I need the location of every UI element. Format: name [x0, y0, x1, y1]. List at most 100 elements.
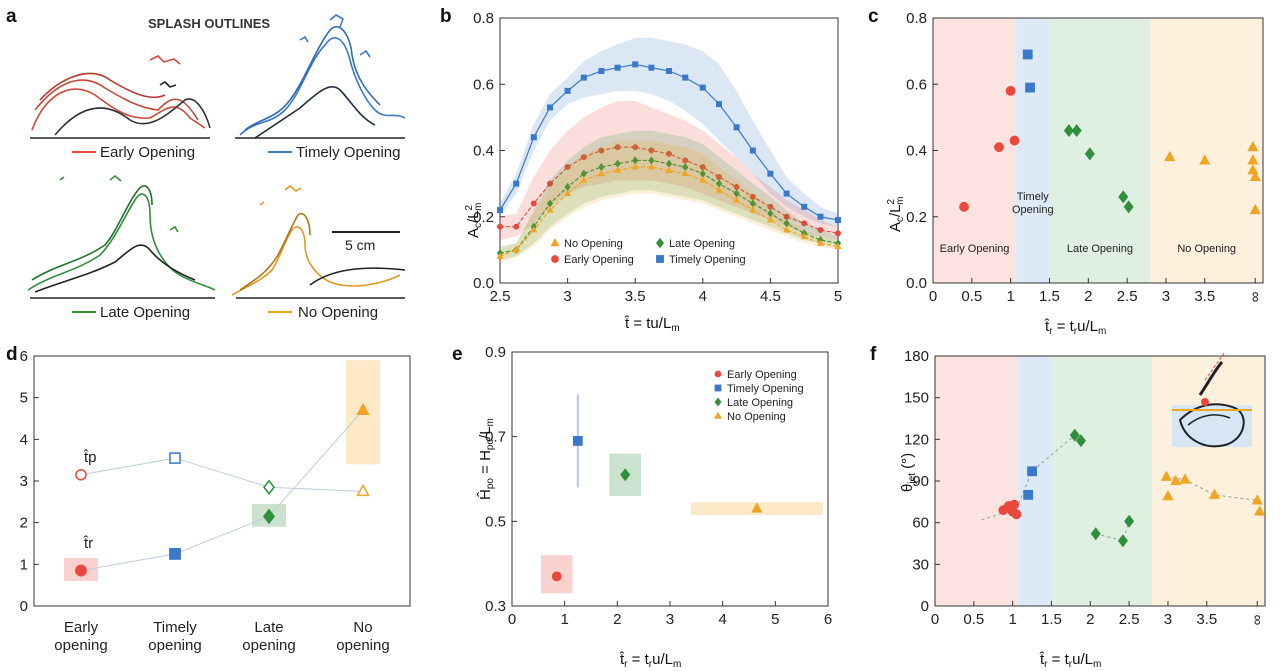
panel-d-label: d — [6, 344, 18, 365]
point-timely — [817, 213, 824, 220]
panel-e-xtick-label: 6 — [824, 611, 832, 628]
panel-e-ytick-label: 0.9 — [485, 344, 506, 361]
point-timely — [530, 134, 537, 141]
point-none — [496, 252, 504, 259]
panel-b-xtick-label: 3.5 — [625, 288, 646, 305]
point-none — [1199, 154, 1211, 165]
panel-b-xlabel: t̂ = tu/Lm — [624, 315, 680, 334]
point-early — [564, 164, 571, 171]
panel-d: d 0123456t̂pt̂rEarlyopeningTimelyopening… — [6, 344, 411, 654]
panel-a-label: a — [6, 6, 17, 27]
point-early — [513, 223, 520, 230]
point-early — [835, 230, 842, 237]
panel-c-xlabel: t̂r = tru/Lm — [1044, 318, 1106, 337]
panel-e-xtick-label: 3 — [666, 611, 674, 628]
panel-b-xtick-label: 2.5 — [490, 288, 511, 305]
category-label: Late — [254, 619, 283, 636]
point-timely — [801, 203, 808, 210]
point-none — [1208, 488, 1221, 499]
timely-opening-outline — [235, 14, 406, 139]
point-none — [564, 189, 572, 197]
point-none — [699, 176, 707, 183]
panel-f-xtick-label: 0 — [931, 611, 939, 628]
point-none — [749, 206, 757, 213]
panel-f-xlabel: t̂r = tru/Lm — [1039, 651, 1101, 670]
panel-d-plot: 0123456t̂pt̂rEarlyopeningTimelyopeningLa… — [20, 348, 411, 654]
panel-f-xtick-label: 3.5 — [1196, 611, 1217, 628]
panel-d-ytick-label: 0 — [20, 598, 28, 615]
panel-f-xtick-label: 2.5 — [1119, 611, 1140, 628]
tr-point-none — [356, 402, 370, 415]
band-timely — [500, 37, 838, 227]
panel-e-xtick-label: 5 — [771, 611, 779, 628]
point-none — [800, 232, 808, 240]
tp-connector — [80, 457, 364, 492]
legend-label-timely: Timely Opening — [727, 383, 804, 395]
tp-point-none — [356, 483, 370, 497]
panel-b-xtick-label: 5 — [834, 288, 842, 305]
point-timely — [547, 104, 554, 111]
tp-point-late — [263, 479, 275, 495]
panel-b-ytick-label: 0.4 — [473, 143, 494, 160]
panel-f-ytick-label: 150 — [904, 390, 929, 407]
point-timely — [1027, 466, 1037, 477]
tp-point-early — [75, 469, 87, 481]
point-none — [1179, 473, 1191, 484]
panel-e-xtick-label: 2 — [613, 611, 621, 628]
point-none — [834, 242, 842, 250]
panel-e-ytick-label: 0.5 — [485, 513, 506, 530]
tr-point-early — [75, 564, 87, 577]
panel-b-plot: 0.0 0.2 0.4 0.6 0.8 2.5 3 3.5 4 4.5 5 No Opening Lat… — [473, 10, 842, 305]
panel-f-xtick-label: 1.5 — [1041, 611, 1062, 628]
category-label: opening — [242, 637, 295, 654]
point-early — [551, 571, 562, 582]
point-none — [580, 176, 588, 183]
tr-point-timely — [169, 548, 181, 560]
panel-b: b 0.0 0.2 0.4 0.6 0.8 2.5 3 3.5 4 4.5 5 No Opening L… — [440, 6, 842, 334]
splash-outlines-title: SPLASH OUTLINES — [148, 16, 270, 31]
point-late — [1071, 124, 1082, 138]
panel-c-ytick-label: 0.6 — [906, 76, 927, 93]
point-timely — [614, 64, 621, 71]
region-label-early: Early Opening — [940, 243, 1010, 255]
panel-f-ytick-label: 30 — [912, 556, 929, 573]
point-timely — [835, 217, 842, 224]
panel-d-ytick-label: 2 — [20, 515, 28, 532]
point-none — [631, 163, 639, 170]
panel-f-label: f — [870, 344, 877, 365]
panel-b-xtick-label: 4.5 — [760, 288, 781, 305]
panel-f: f 0 30 60 90 120 150 180 0 0.5 1 1.5 2 2.5 3 3.5 ∞ θjet… — [870, 344, 1266, 670]
panel-e-plot: 0.3 0.5 0.7 0.9 0 1 2 3 4 5 6 Early Opening Timely O… — [485, 344, 832, 628]
point-none — [647, 163, 655, 170]
category-label: Early — [64, 619, 99, 636]
panel-f-plot: 0 30 60 90 120 150 180 0 0.5 1 1.5 2 2.5 3 3.5 ∞ — [904, 348, 1266, 628]
tp-label: t̂p — [83, 449, 97, 466]
no-opening-outline — [231, 184, 406, 299]
panel-f-xtick-label: ∞ — [1249, 615, 1266, 626]
panel-c-xtick-label: 2 — [1084, 288, 1092, 305]
point-timely — [1023, 489, 1034, 500]
panel-e-label: e — [452, 344, 463, 365]
point-early — [1009, 135, 1020, 146]
point-none — [614, 166, 622, 173]
panel-f-ytick-label: 0 — [921, 598, 929, 615]
panel-e-xtick-label: 4 — [718, 611, 726, 628]
point-none — [1170, 474, 1182, 486]
panel-e-ylabel: Ĥpo = Hpo/Lm — [477, 418, 496, 500]
category-label: opening — [336, 637, 389, 654]
region-label-timely: Timely — [1017, 191, 1049, 203]
panel-b-label: b — [440, 6, 452, 27]
panel-f-xtick-label: 3 — [1164, 611, 1172, 628]
point-timely — [648, 64, 655, 71]
legend-label-none: No Opening — [564, 238, 623, 250]
legend-label-late: Late Opening — [669, 238, 735, 250]
point-timely — [580, 74, 587, 81]
point-none — [1247, 154, 1259, 165]
point-none — [665, 166, 673, 173]
point-timely — [716, 101, 723, 108]
panel-f-ytick-label: 60 — [912, 515, 929, 532]
point-early — [648, 147, 655, 154]
panel-c-ytick-label: 0.2 — [906, 209, 927, 226]
scalebar-label: 5 cm — [345, 237, 375, 253]
